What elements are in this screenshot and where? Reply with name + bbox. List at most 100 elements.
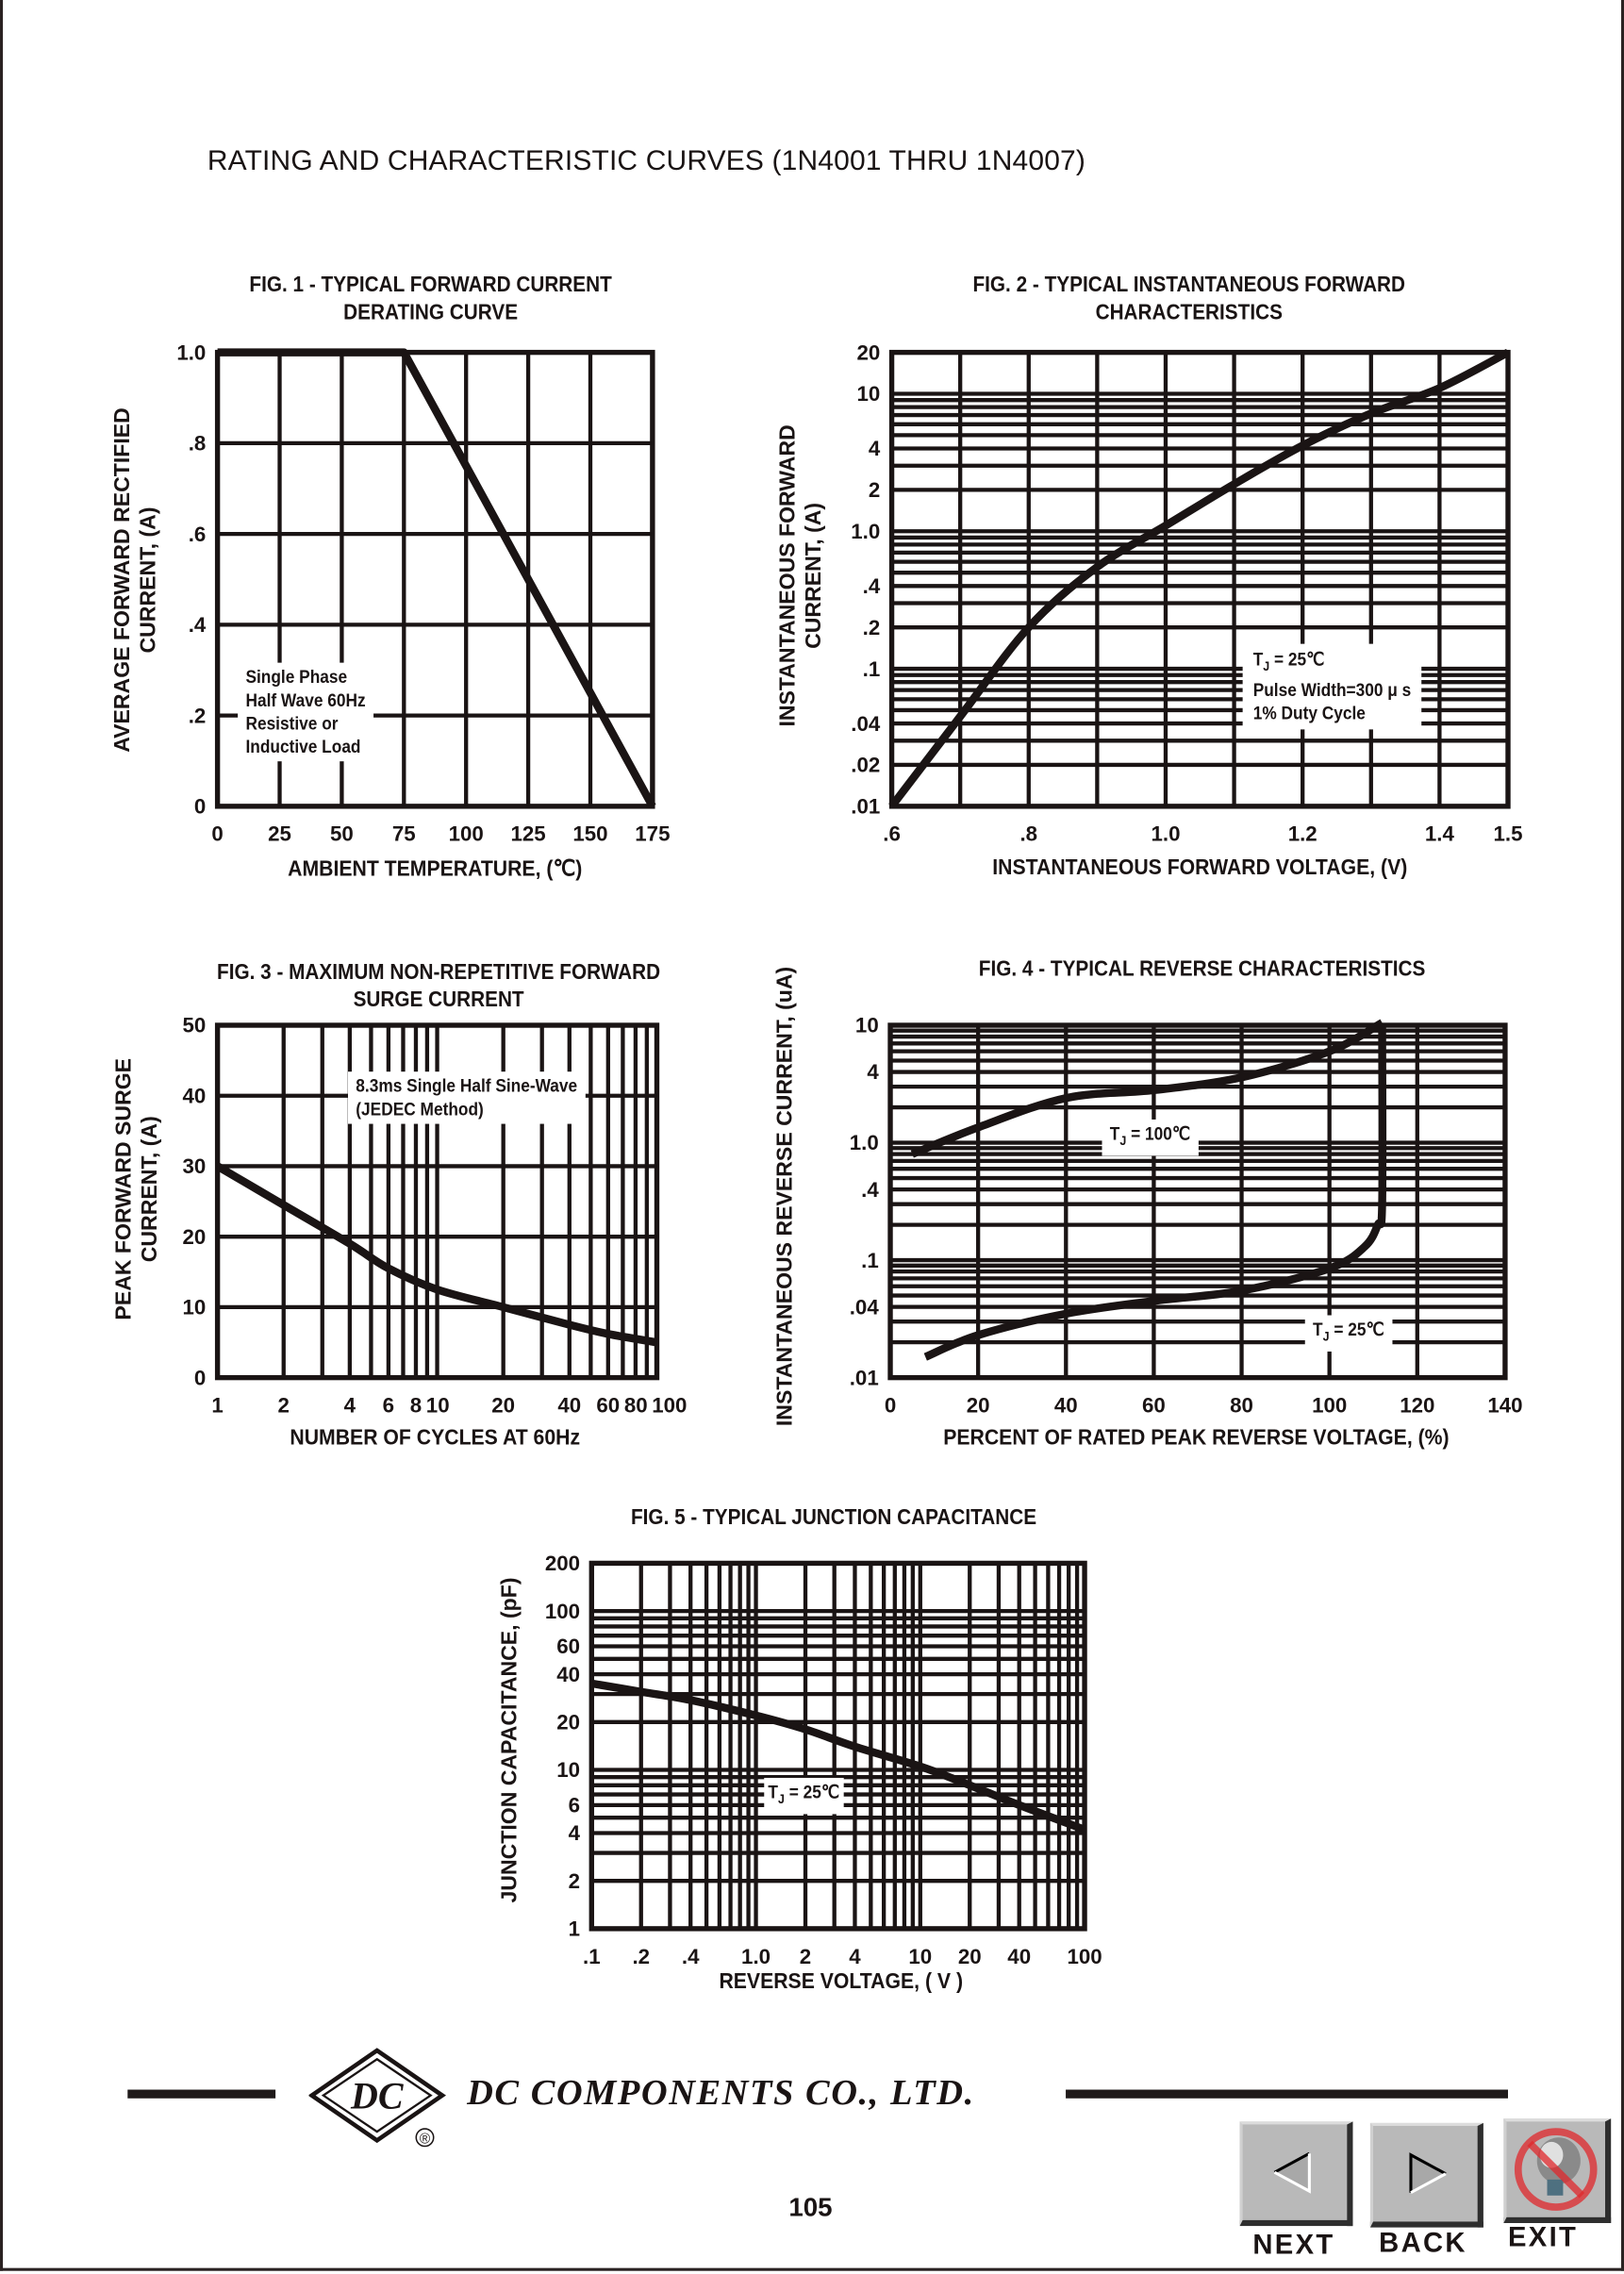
tj-value: = 25℃ bbox=[784, 1782, 840, 1803]
fig1-svg: 0 25 50 75 100 125 150 175 0 .2 .4 .6 .8 1.0 bbox=[176, 340, 670, 845]
fig5-plot-area: .1 .2 .4 1.0 2 4 10 20 40 100 200 100 60 40 20 10 6 4 2 1 bbox=[545, 1552, 1102, 1968]
fig5-title-line1: FIG. 5 - TYPICAL JUNCTION CAPACITANCE bbox=[630, 1504, 1037, 1531]
x-tick-label: 2 bbox=[800, 1945, 811, 1968]
y-tick-label: .1 bbox=[861, 1249, 879, 1272]
fig4-chart: 0 20 40 60 80 100 120 140 10 4 1.0 .4 .1 .04 .01 bbox=[850, 1014, 1523, 1418]
y-tick-label: .2 bbox=[189, 704, 207, 727]
fig1-title: FIG. 1 - TYPICAL FORWARD CURRENT DERATIN… bbox=[235, 272, 626, 326]
fig1-note-line: Half Wave 60Hz bbox=[245, 689, 366, 711]
company-name: DC COMPONENTS CO., LTD. bbox=[467, 2073, 975, 2114]
back-button[interactable] bbox=[1369, 2122, 1483, 2228]
y-tick-label: 1.0 bbox=[850, 1131, 879, 1154]
y-tick-label: 10 bbox=[556, 1758, 580, 1782]
data-curve-1 bbox=[590, 1679, 1086, 1834]
footer-rule-left bbox=[127, 2089, 276, 2099]
right-triangle-icon bbox=[1409, 2152, 1447, 2195]
plot-frame bbox=[887, 1022, 1508, 1381]
tj-symbol: T bbox=[1252, 649, 1264, 671]
y-tick-label: 50 bbox=[183, 1014, 207, 1037]
x-tick-label: 100 bbox=[1067, 1945, 1102, 1968]
y-tick-label: 10 bbox=[855, 1014, 879, 1037]
dc-diamond-logo-icon: DC ® bbox=[307, 2048, 447, 2147]
fig4-label-100c: TJ = 100℃ bbox=[1102, 1119, 1199, 1155]
y-tick-label: 1 bbox=[569, 1917, 580, 1941]
tj-subscript: J bbox=[1119, 1133, 1127, 1148]
fig5-ylabel: JUNCTION CAPACITANCE, (pF) bbox=[497, 1577, 523, 1902]
fig2-note-line: 1% Duty Cycle bbox=[1252, 702, 1366, 723]
y-tick-label: 20 bbox=[183, 1225, 207, 1249]
next-button[interactable] bbox=[1239, 2121, 1353, 2227]
y-tick-label: 10 bbox=[183, 1296, 207, 1320]
fig1-xlabel: AMBIENT TEMPERATURE, (℃) bbox=[288, 856, 583, 882]
x-tick-label: 0 bbox=[211, 822, 223, 846]
fig3-title-line2: SURGE CURRENT bbox=[353, 988, 524, 1013]
next-label[interactable]: NEXT bbox=[1252, 2230, 1335, 2261]
x-tick-label: 125 bbox=[510, 822, 545, 846]
data-curve-1 bbox=[217, 348, 656, 808]
x-tick-label: 40 bbox=[1007, 1945, 1031, 1968]
exit-button[interactable] bbox=[1503, 2118, 1612, 2223]
page-title: RATING AND CHARACTERISTIC CURVES (1N4001… bbox=[207, 144, 1086, 177]
y-tick-label: .02 bbox=[851, 754, 880, 777]
fig5-xlabel: REVERSE VOLTAGE, ( V ) bbox=[719, 1968, 964, 1995]
tj-subscript: J bbox=[777, 1791, 785, 1806]
fig1-note-line: Single Phase bbox=[245, 667, 348, 688]
x-tick-label: 1.0 bbox=[1151, 822, 1180, 846]
fig3-xlabel: NUMBER OF CYCLES AT 60Hz bbox=[290, 1425, 581, 1451]
fig2-plot-area: .6 .8 1.0 1.2 1.4 1.5 20 10 4 2 1.0 .4 .2 .1 .04 .02 .01 bbox=[851, 340, 1522, 845]
plot-frame bbox=[214, 349, 655, 809]
x-tick-label: 1.2 bbox=[1288, 822, 1317, 846]
fig3-title: FIG. 3 - MAXIMUM NON-REPETITIVE FORWARD … bbox=[213, 958, 663, 1013]
fig1-ylabel: AVERAGE FORWARD RECTIFIED CURRENT, (A) bbox=[110, 407, 162, 753]
y-tick-label: 4 bbox=[569, 1821, 581, 1845]
y-tick-label: .04 bbox=[850, 1295, 880, 1319]
y-tick-label: 40 bbox=[183, 1084, 207, 1107]
x-tick-label: 40 bbox=[1054, 1394, 1078, 1418]
y-tick-label: .04 bbox=[851, 712, 881, 736]
no-lightbulb-icon bbox=[1514, 2128, 1598, 2211]
plot-frame bbox=[214, 1022, 660, 1381]
back-label[interactable]: BACK bbox=[1379, 2229, 1467, 2260]
x-tick-label: 8 bbox=[410, 1394, 422, 1418]
y-tick-label: .6 bbox=[189, 523, 207, 546]
fig1-plot-area: 0 25 50 75 100 125 150 175 0 .2 .4 .6 .8 1.0 bbox=[176, 340, 670, 845]
y-tick-label: 1.0 bbox=[851, 520, 880, 543]
x-tick-label: 100 bbox=[1312, 1394, 1347, 1418]
x-tick-label: .6 bbox=[883, 822, 901, 846]
fig2-xlabel: INSTANTANEOUS FORWARD VOLTAGE, (V) bbox=[992, 855, 1408, 881]
y-tick-label: 1.0 bbox=[176, 340, 206, 364]
fig4-label-25c: TJ = 25℃ bbox=[1304, 1315, 1393, 1352]
tj-subscript: J bbox=[1263, 658, 1270, 674]
y-tick-label: 200 bbox=[545, 1552, 580, 1575]
data-curve-2 bbox=[923, 1025, 1387, 1361]
fig2-annotation: TJ = 25℃ Pulse Width=300 μ s 1% Duty Cyc… bbox=[1242, 643, 1422, 729]
fig1-note-line: Inductive Load bbox=[245, 737, 361, 757]
x-tick-label: 20 bbox=[491, 1394, 515, 1418]
x-tick-label: 50 bbox=[330, 822, 354, 846]
fig1-title-line1: FIG. 1 - TYPICAL FORWARD CURRENT bbox=[249, 273, 612, 298]
fig3-ylabel: PEAK FORWARD SURGE CURRENT, (A) bbox=[111, 1058, 163, 1320]
data-curve-1 bbox=[910, 1019, 1384, 1158]
exit-label[interactable]: EXIT bbox=[1508, 2222, 1579, 2254]
fig5-svg: .1 .2 .4 1.0 2 4 10 20 40 100 200 100 60 40 20 10 6 4 2 1 bbox=[545, 1552, 1102, 1968]
fig1-title-line2: DERATING CURVE bbox=[343, 300, 519, 325]
y-tick-label: 4 bbox=[867, 1060, 879, 1084]
fig2-title: FIG. 2 - TYPICAL INSTANTANEOUS FORWARD C… bbox=[928, 272, 1450, 326]
tj-symbol: T bbox=[768, 1782, 778, 1803]
tj-value: = 25℃ bbox=[1269, 649, 1325, 671]
y-tick-label: 100 bbox=[545, 1600, 580, 1623]
company-logo: DC ® bbox=[307, 2048, 454, 2150]
fig3-note-line: (JEDEC Method) bbox=[356, 1099, 484, 1120]
x-tick-label: 1 bbox=[211, 1394, 223, 1418]
y-tick-label: 0 bbox=[194, 795, 206, 819]
x-tick-label: 6 bbox=[383, 1394, 394, 1418]
fig2-ylabel: INSTANTANEOUS FORWARD CURRENT, (A) bbox=[776, 424, 828, 726]
fig5-label-25c: TJ = 25℃ bbox=[764, 1777, 844, 1814]
fig3-ylabel-line1: PEAK FORWARD SURGE bbox=[111, 1057, 137, 1320]
y-tick-label: .01 bbox=[850, 1366, 879, 1389]
fig1-note-line: Resistive or bbox=[245, 713, 339, 734]
x-tick-label: 75 bbox=[392, 822, 416, 846]
footer-rule-right bbox=[1066, 2089, 1508, 2099]
